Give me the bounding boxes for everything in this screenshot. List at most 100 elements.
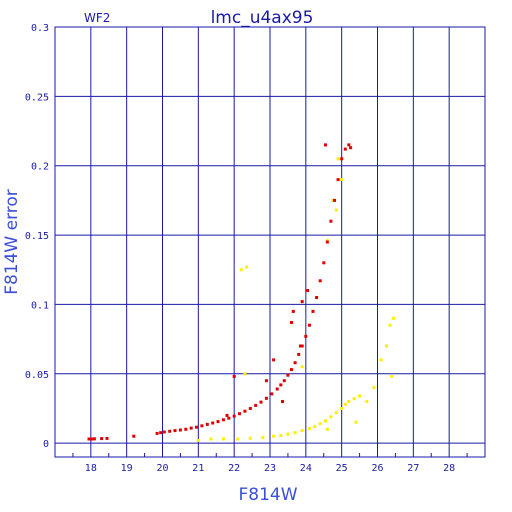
red-data-point — [225, 413, 229, 417]
red-data-point — [259, 400, 263, 404]
yellow-data-point — [209, 437, 213, 441]
red-data-point — [254, 403, 258, 407]
red-data-point — [232, 414, 236, 418]
yellow-data-point — [261, 436, 265, 440]
red-data-point — [159, 431, 163, 435]
yellow-data-point — [329, 415, 333, 419]
red-data-point — [347, 143, 351, 147]
red-data-point — [248, 407, 252, 410]
yellow-data-point — [340, 407, 344, 410]
y-tick-label: 0.05 — [25, 370, 49, 381]
red-data-point — [264, 379, 268, 383]
red-data-point — [238, 412, 241, 416]
red-data-point — [173, 429, 177, 433]
yellow-data-point — [245, 265, 249, 269]
red-data-point — [227, 416, 231, 420]
yellow-data-point — [196, 438, 200, 442]
red-data-point — [195, 425, 198, 429]
red-data-point — [232, 375, 236, 378]
x-tick-label: 23 — [264, 463, 276, 474]
y-tick-label: 0.25 — [25, 92, 49, 103]
x-tick-label: 19 — [121, 463, 133, 474]
red-data-point — [307, 323, 311, 327]
y-tick-label: 0.15 — [25, 231, 49, 242]
y-tick-labels: 0 0.05 0.1 0.15 0.2 0.25 0.3 — [25, 23, 49, 450]
yellow-data-point — [243, 372, 247, 376]
red-data-point — [155, 431, 159, 435]
red-data-point — [333, 198, 336, 202]
yellow-data-point — [347, 400, 351, 403]
yellow-data-point — [379, 358, 383, 362]
yellow-data-point — [372, 386, 376, 390]
yellow-data-point — [307, 427, 311, 431]
red-data-point — [272, 358, 276, 362]
red-data-point — [162, 430, 166, 434]
yellow-data-point — [272, 434, 276, 438]
yellow-data-point — [221, 437, 225, 441]
red-data-point — [300, 300, 304, 304]
red-data-point — [178, 428, 182, 432]
red-data-point — [343, 147, 347, 151]
yellow-data-point — [286, 432, 290, 436]
red-data-point — [216, 420, 220, 424]
red-data-point — [336, 178, 340, 182]
red-data-point — [318, 279, 322, 283]
red-data-point — [264, 396, 268, 400]
chart-title: lmc_u4ax95 — [211, 8, 314, 28]
x-tick-label: 26 — [371, 463, 383, 474]
grid-lines — [55, 26, 485, 457]
red-data-point — [275, 387, 279, 391]
red-data-point — [324, 143, 327, 147]
red-data-point — [325, 240, 329, 244]
yellow-data-point — [248, 436, 252, 440]
yellow-data-point — [334, 411, 338, 415]
yellow-data-point — [279, 434, 283, 437]
y-axis-label: F814W error — [2, 189, 22, 295]
red-data-point — [340, 157, 344, 161]
x-tick-label: 20 — [156, 463, 168, 474]
red-data-point — [270, 392, 274, 396]
red-data-point — [349, 146, 353, 150]
yellow-data-point — [354, 420, 358, 424]
red-data-point — [290, 368, 293, 372]
red-data-point — [281, 400, 284, 403]
x-tick-label: 21 — [192, 463, 204, 474]
red-data-point — [87, 437, 91, 441]
plot-frame — [54, 26, 486, 458]
yellow-data-point — [300, 429, 304, 433]
red-data-point — [91, 437, 95, 441]
red-data-point — [329, 219, 333, 223]
yellow-data-point — [300, 365, 304, 369]
yellow-data-point — [318, 422, 322, 426]
red-data-point — [168, 429, 172, 433]
y-tick-label: 0.3 — [31, 23, 49, 34]
x-axis-label: F814W — [238, 485, 297, 505]
red-data-point — [100, 437, 104, 441]
x-tick-label: 18 — [85, 463, 97, 474]
chip-label: WF2 — [84, 11, 110, 25]
red-data-point — [211, 421, 215, 425]
yellow-data-point — [352, 397, 356, 401]
red-data-point — [299, 344, 302, 348]
red-data-point — [279, 383, 283, 387]
yellow-data-point — [343, 402, 347, 406]
red-data-point — [290, 321, 293, 324]
yellow-data-point — [358, 394, 362, 398]
yellow-data-point — [239, 268, 243, 272]
red-data-point — [189, 426, 193, 430]
x-tick-label: 22 — [228, 463, 240, 474]
red-data-point — [132, 434, 136, 438]
red-data-point — [282, 379, 286, 383]
yellow-data-point — [334, 208, 338, 212]
red-data-point — [243, 409, 247, 413]
yellow-data-point — [325, 427, 329, 431]
yellow-data-point — [392, 316, 396, 320]
yellow-data-point — [336, 157, 340, 161]
y-tick-label: 0 — [43, 439, 49, 450]
yellow-data-point — [331, 198, 335, 202]
red-data-point — [304, 334, 308, 338]
yellow-data-point — [390, 375, 394, 378]
x-tick-label: 27 — [407, 463, 419, 474]
yellow-data-point — [293, 431, 297, 435]
